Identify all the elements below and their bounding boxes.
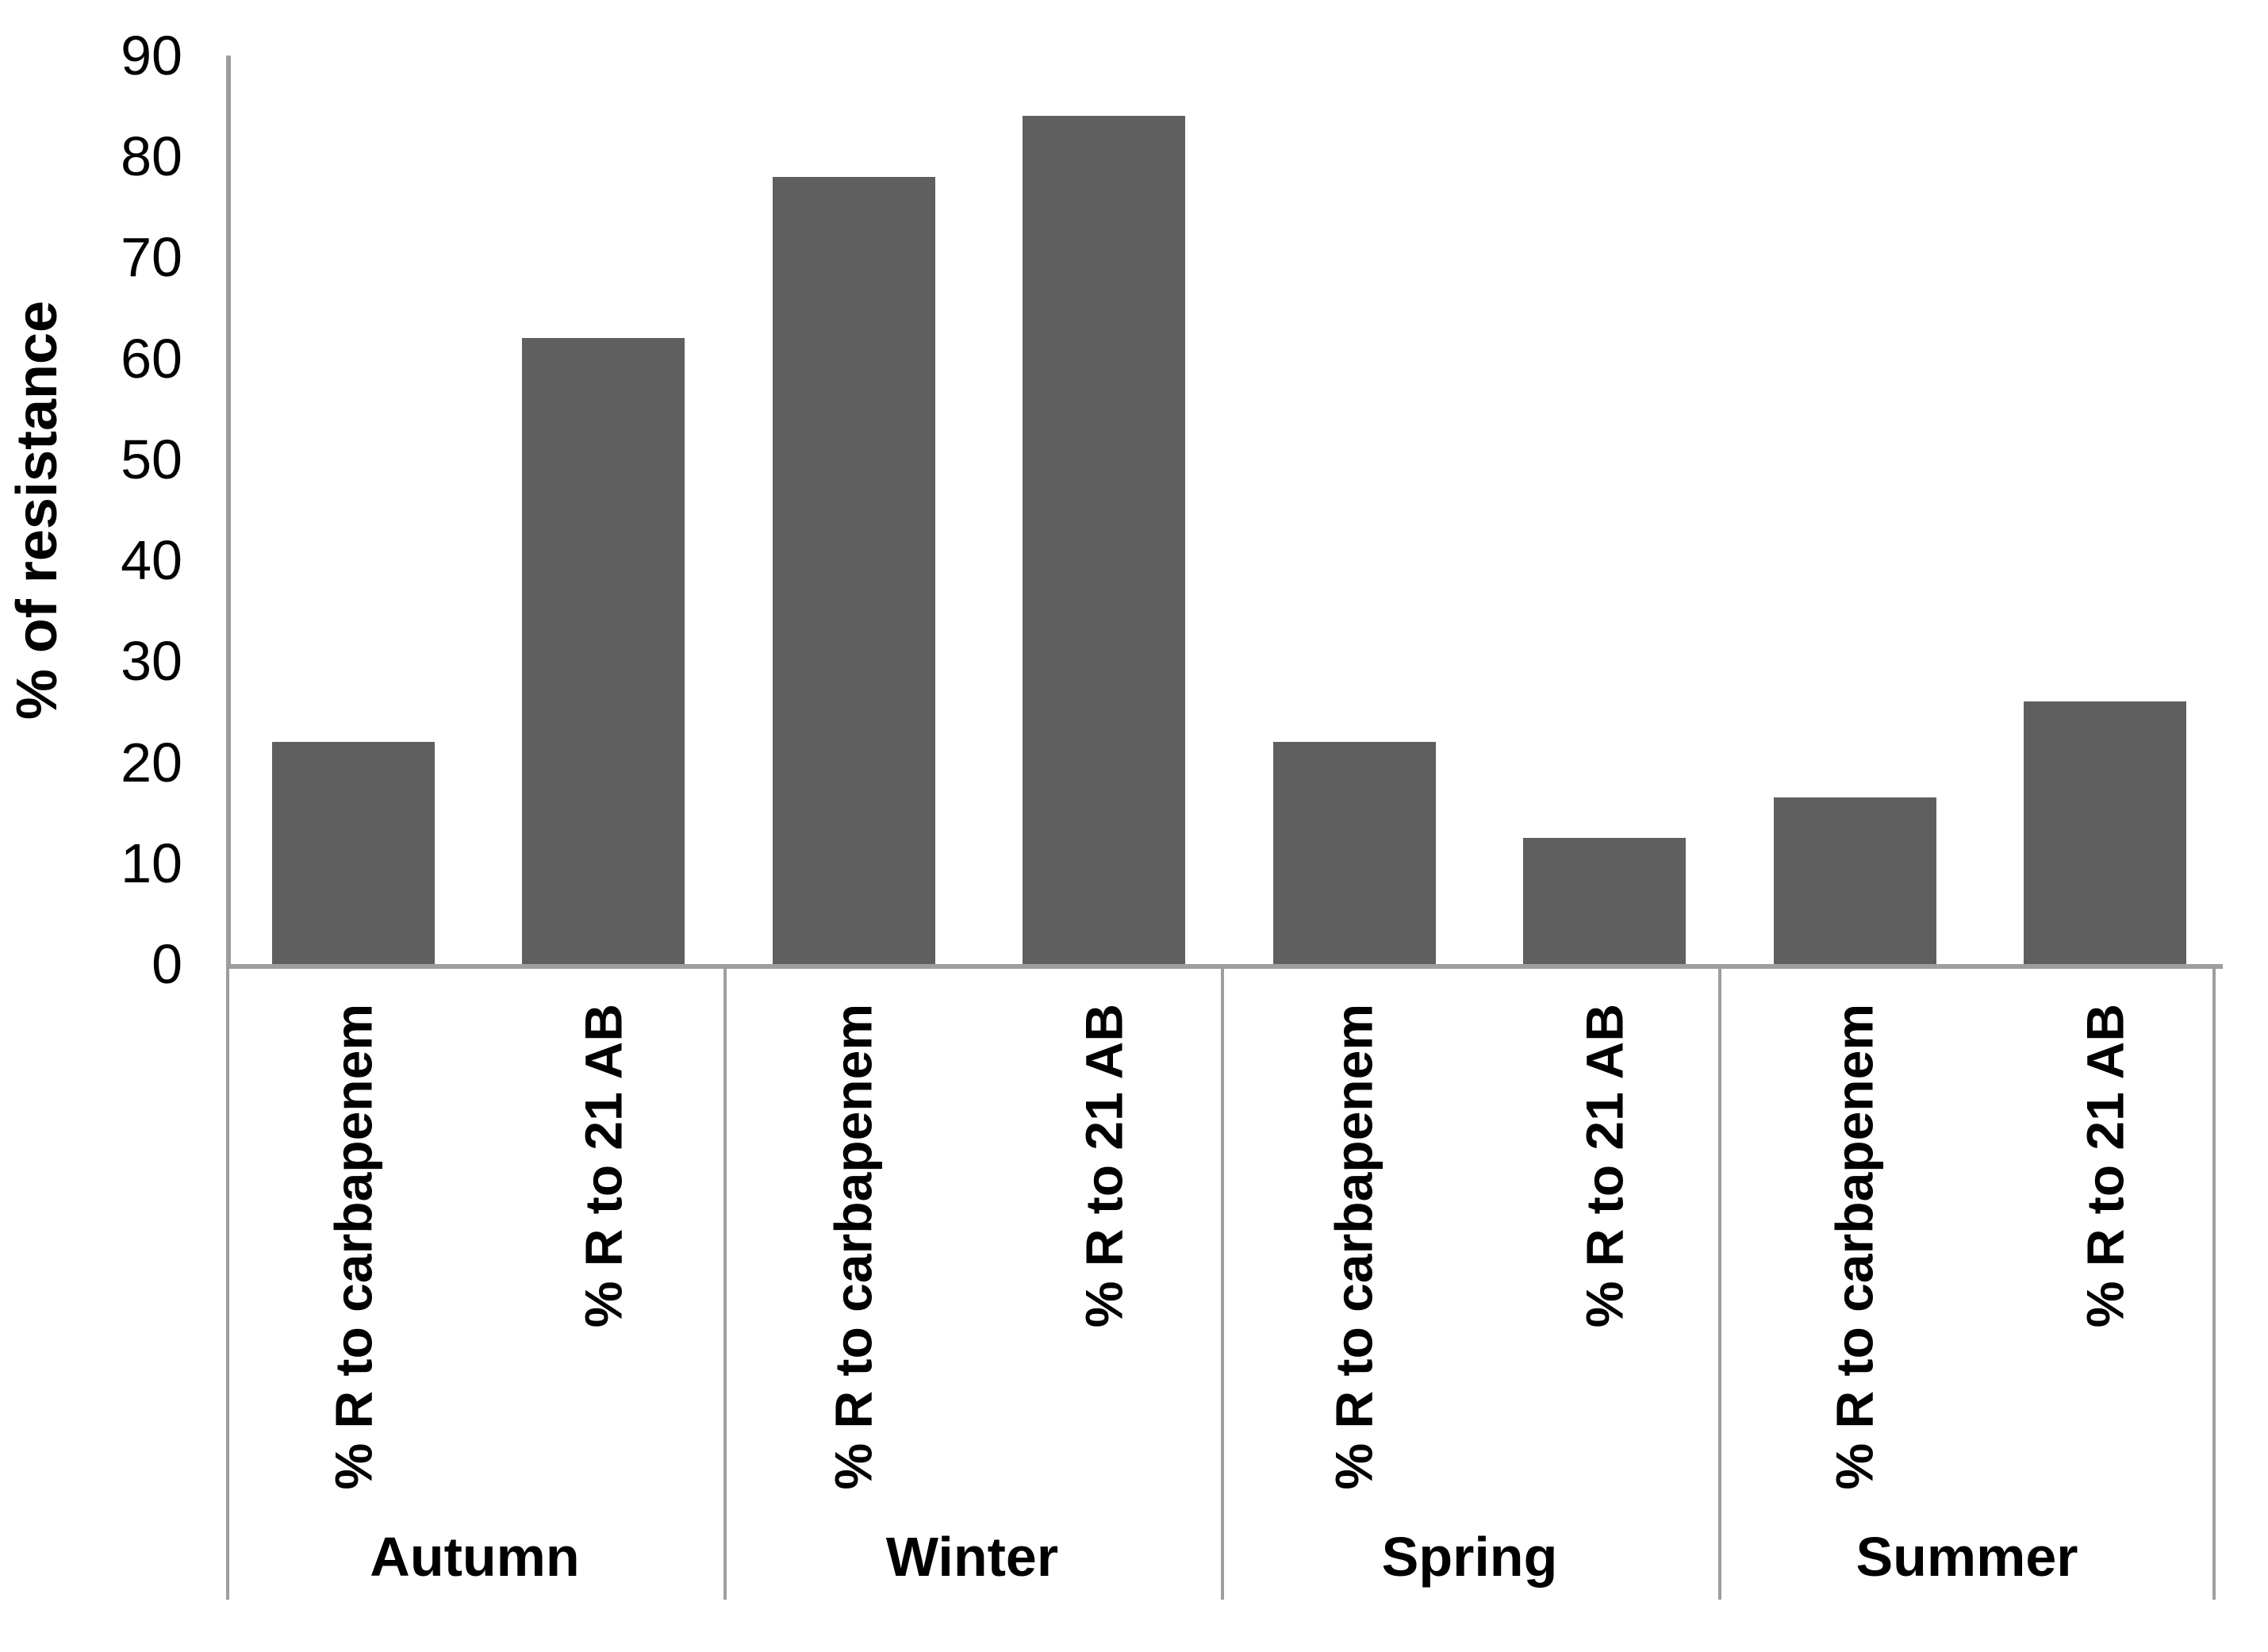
group-cell-spring xyxy=(1221,964,1718,1600)
category-label-summer-carbapenem: % R to carbapenem xyxy=(1825,1004,1884,1490)
plot-area xyxy=(226,56,2216,964)
y-tick-label: 70 xyxy=(121,226,182,289)
season-label-winter: Winter xyxy=(885,1526,1059,1588)
y-tick-label: 40 xyxy=(121,529,182,592)
x-axis-line xyxy=(226,964,2223,969)
category-label-spring-21ab: % R to 21 AB xyxy=(1575,1004,1634,1328)
bar-winter-21ab xyxy=(1023,116,1186,964)
category-label-autumn-21ab: % R to 21 AB xyxy=(574,1004,633,1328)
season-label-summer: Summer xyxy=(1855,1526,2078,1588)
category-label-spring-carbapenem: % R to carbapenem xyxy=(1324,1004,1383,1490)
group-cell-autumn xyxy=(226,964,723,1600)
bar-summer-carbapenem xyxy=(1773,797,1936,964)
season-label-spring: Spring xyxy=(1381,1526,1558,1588)
group-cell-winter xyxy=(723,964,1221,1600)
y-axis-line xyxy=(226,56,231,969)
category-label-autumn-carbapenem: % R to carbapenem xyxy=(324,1004,383,1490)
group-cell-summer xyxy=(1718,964,2216,1600)
y-tick-label: 10 xyxy=(121,832,182,894)
bar-autumn-carbapenem xyxy=(272,742,435,964)
y-tick-label: 20 xyxy=(121,731,182,793)
y-tick-label: 60 xyxy=(121,327,182,390)
bar-summer-21ab xyxy=(2024,701,2186,964)
category-label-summer-21ab: % R to 21 AB xyxy=(2075,1004,2135,1328)
y-tick-label: 30 xyxy=(121,630,182,693)
category-label-winter-21ab: % R to 21 AB xyxy=(1074,1004,1134,1328)
bar-spring-carbapenem xyxy=(1272,742,1436,964)
y-tick-label: 90 xyxy=(121,25,182,86)
category-label-band: Autumn Winter Spring Summer % R to carbapene… xyxy=(226,964,2216,1600)
category-label-winter-carbapenem: % R to carbapenem xyxy=(824,1004,884,1490)
bar-autumn-21ab xyxy=(522,338,685,964)
y-tick-label: 80 xyxy=(121,125,182,188)
y-tick-label: 0 xyxy=(152,933,182,995)
y-tick-label: 50 xyxy=(121,428,182,490)
season-label-autumn: Autumn xyxy=(370,1526,580,1588)
bar-winter-carbapenem xyxy=(772,176,935,964)
bar-spring-21ab xyxy=(1523,837,1687,964)
